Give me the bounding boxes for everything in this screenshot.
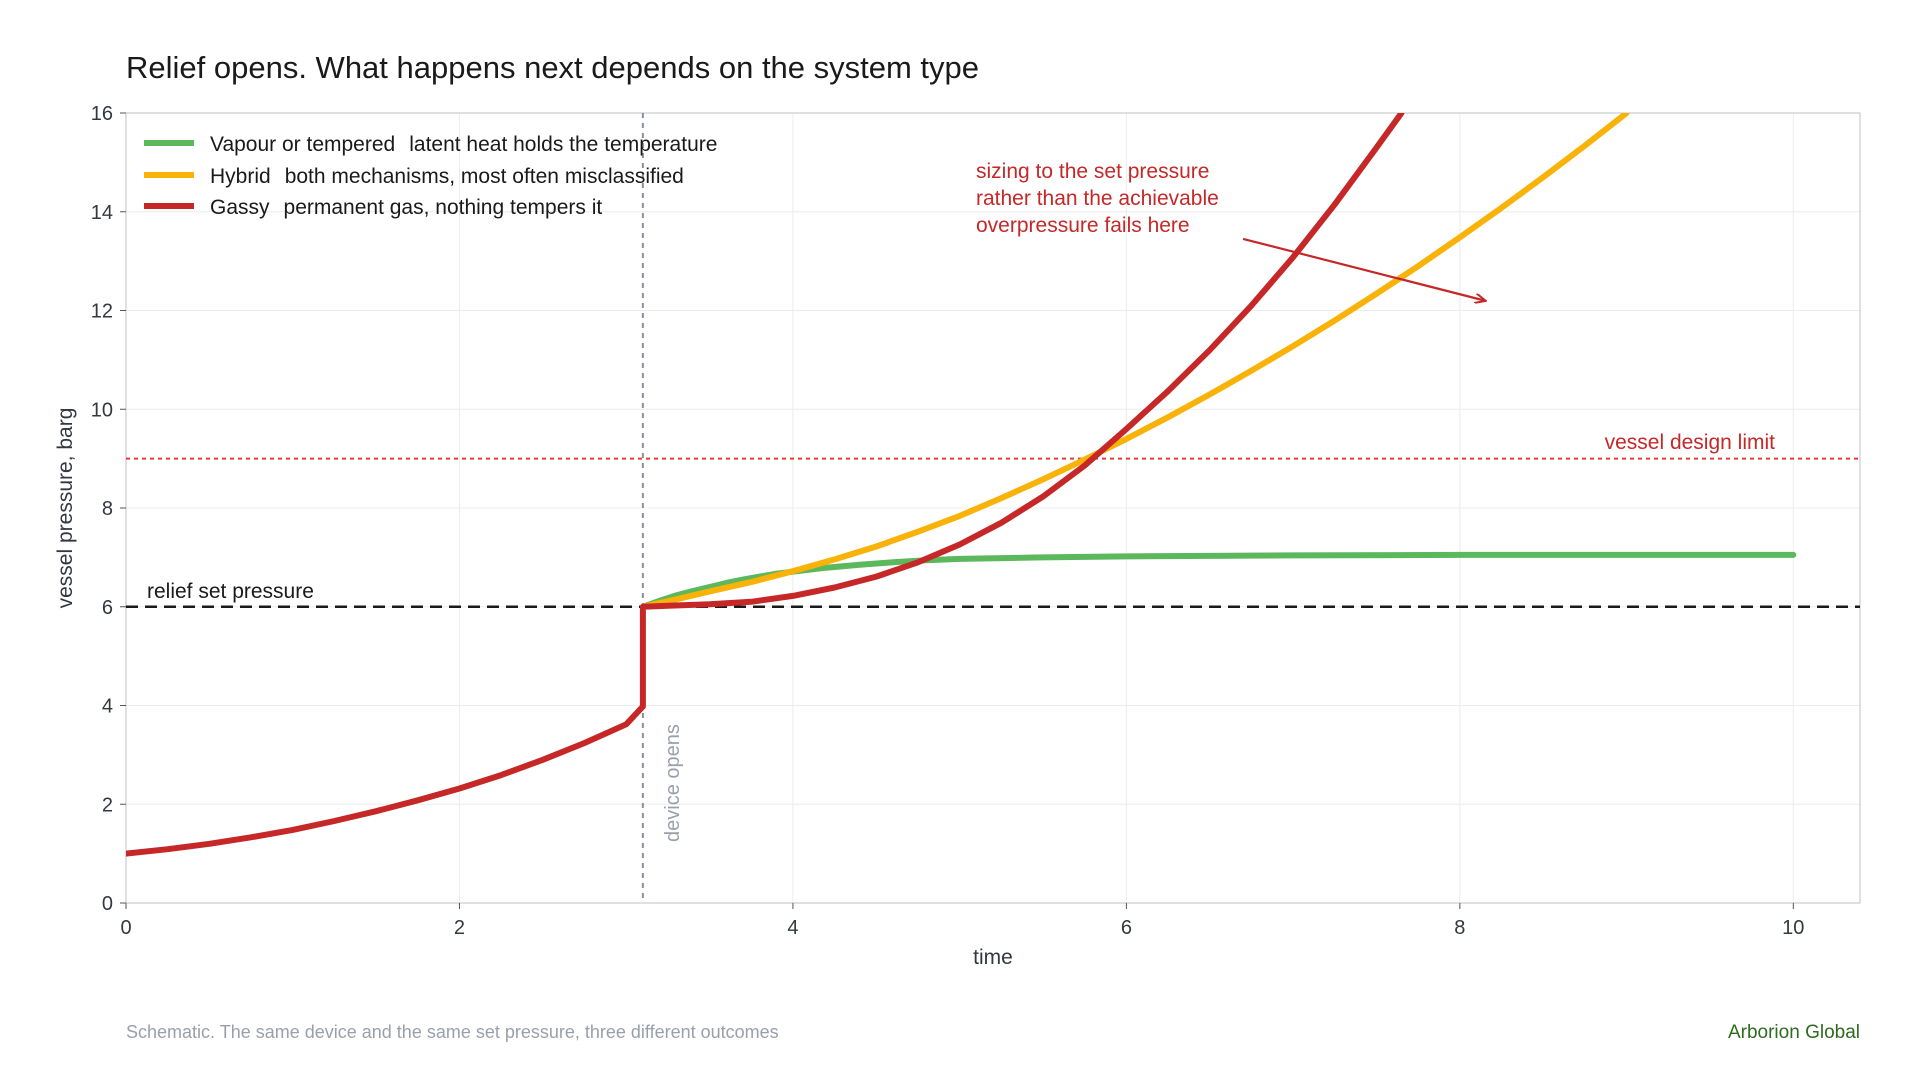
x-tick-label-4: 4 [787,917,798,939]
y-tick-label-6: 6 [102,597,113,619]
annotation-line-1: sizing to the set pressure [976,160,1209,183]
x-tick-labels: 0 2 4 6 8 10 [120,903,1804,939]
design-limit-label: vessel design limit [1605,431,1776,454]
chart-title: Relief opens. What happens next depends … [126,50,979,85]
device-opens-label: device opens [662,724,684,842]
annotation-line-2: rather than the achievable [976,187,1219,210]
annotation-arrow [1242,237,1485,301]
y-tick-label-12: 12 [91,301,113,323]
y-tick-label-10: 10 [91,399,113,421]
legend-label-gassy: Gassy permanent gas, nothing tempers it [210,196,602,219]
y-tick-label-14: 14 [91,202,113,224]
x-tick-label-2: 2 [454,917,465,939]
x-tick-label-10: 10 [1782,917,1804,939]
legend-desc-vapour: latent heat holds the temperature [409,133,717,156]
series-line-hybrid [639,113,1630,610]
legend-name-vapour: Vapour or tempered [210,133,395,156]
legend-label-hybrid: Hybrid both mechanisms, most often miscla… [210,165,684,188]
x-axis-label: time [973,946,1013,969]
y-tick-label-0: 0 [102,893,113,915]
legend-label-vapour: Vapour or tempered latent heat holds the … [210,133,717,156]
legend: Vapour or tempered latent heat holds the … [144,133,717,219]
x-tick-label-8: 8 [1454,917,1465,939]
set-pressure-label: relief set pressure [147,580,314,603]
x-tick-label-0: 0 [120,917,131,939]
y-tick-labels: 0 2 4 6 8 10 12 14 16 [91,103,126,915]
x-tick-label-6: 6 [1121,917,1132,939]
legend-desc-gassy: permanent gas, nothing tempers it [284,196,603,219]
series-line-vapour [639,551,1797,610]
y-tick-label-8: 8 [102,498,113,520]
annotation: sizing to the set pressure rather than t… [976,160,1485,301]
legend-name-hybrid: Hybrid [210,165,271,188]
y-axis-label: vessel pressure, barg [54,408,77,609]
y-tick-label-2: 2 [102,794,113,816]
footer-note: Schematic. The same device and the same … [126,1022,779,1042]
series-lines [126,113,1797,857]
annotation-line-3: overpressure fails here [976,214,1190,237]
reference-lines [126,113,1860,903]
y-tick-label-16: 16 [91,103,113,125]
legend-name-gassy: Gassy [210,196,270,219]
legend-desc-hybrid: both mechanisms, most often misclassifie… [285,165,684,188]
y-tick-label-4: 4 [102,696,113,718]
footer-brand: Arborion Global [1728,1022,1860,1043]
series-line-gassy [126,113,1405,857]
